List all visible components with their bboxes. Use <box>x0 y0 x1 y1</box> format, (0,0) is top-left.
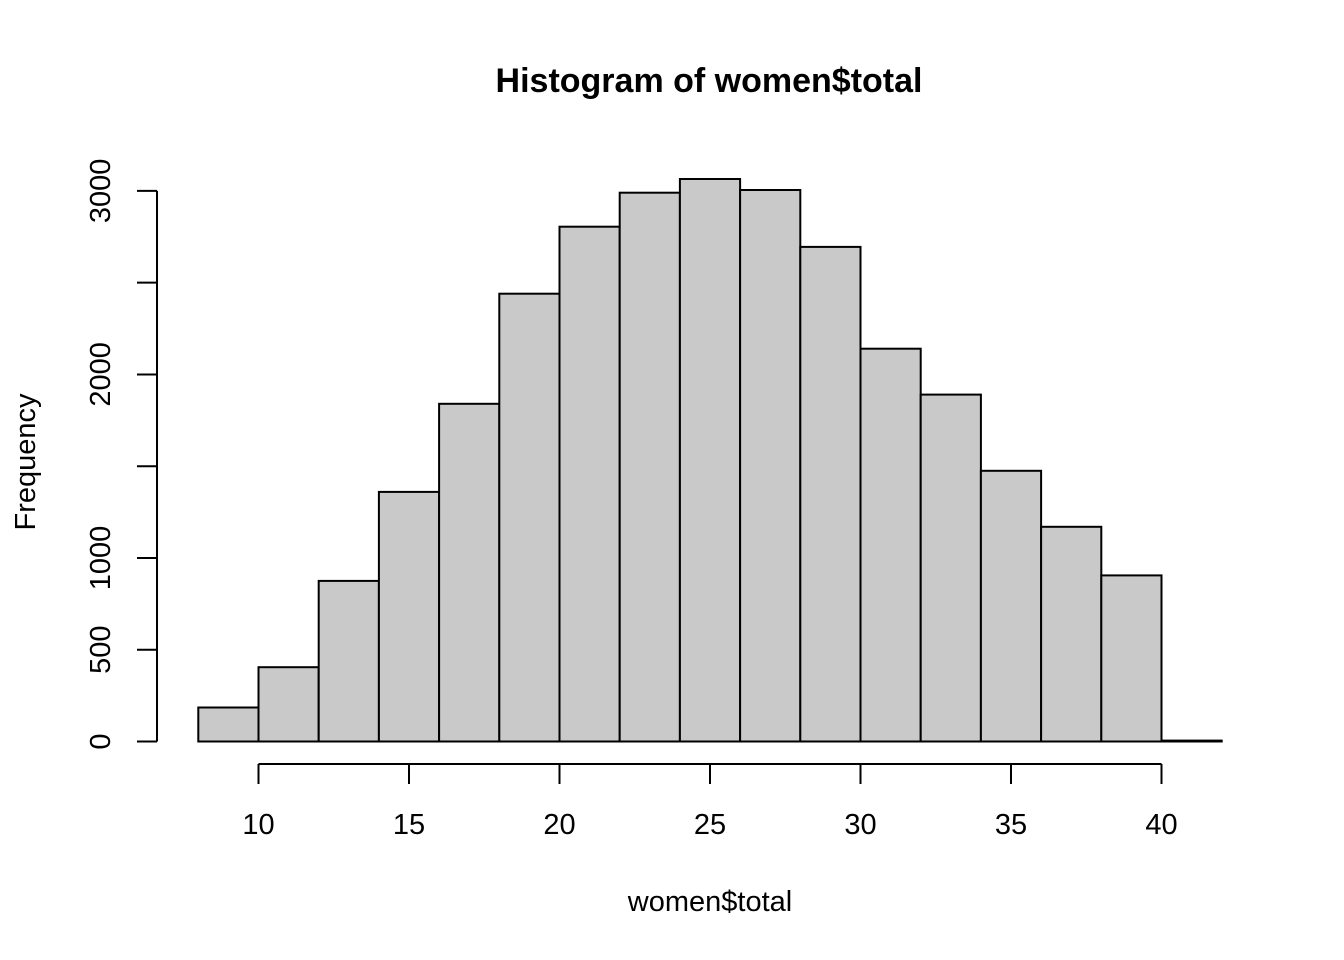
y-axis: 0 500 1000 2000 3000 <box>85 159 158 750</box>
y-tick-label: 1000 <box>85 526 117 591</box>
y-tick-label: 0 <box>85 733 117 749</box>
x-tick-label: 25 <box>694 809 726 841</box>
histogram-bar <box>979 469 1043 743</box>
histogram-bar <box>498 292 561 743</box>
x-axis: 10 15 20 25 30 35 40 <box>242 763 1178 841</box>
histogram-bar <box>197 706 260 743</box>
y-tick-label: 2000 <box>85 342 117 407</box>
x-tick-label: 30 <box>844 809 876 841</box>
histogram-bar <box>257 666 320 743</box>
histogram-bar <box>919 393 982 743</box>
y-axis-label: Frequency <box>10 393 42 531</box>
histogram-bar <box>859 347 922 743</box>
x-tick-label: 15 <box>393 809 425 841</box>
x-tick-label: 40 <box>1145 809 1177 841</box>
histogram-bar <box>739 189 802 743</box>
histogram-bar <box>1100 574 1163 743</box>
x-tick-label: 35 <box>995 809 1027 841</box>
bars-group <box>197 178 1223 743</box>
histogram-bar <box>799 245 862 743</box>
histogram-bar <box>558 225 621 743</box>
histogram-bar <box>317 579 380 743</box>
histogram-bar <box>1040 525 1103 743</box>
x-axis-label: women$total <box>627 886 792 918</box>
histogram-bar <box>377 490 441 743</box>
histogram-bar <box>618 191 681 743</box>
histogram-bar <box>678 178 742 743</box>
histogram-bar <box>438 402 501 743</box>
chart-title: Histogram of women$total <box>496 62 923 100</box>
y-tick-label: 3000 <box>85 159 117 224</box>
x-tick-label: 20 <box>543 809 575 841</box>
y-tick-label: 500 <box>85 626 117 674</box>
histogram-bar <box>1160 739 1223 743</box>
x-tick-label: 10 <box>242 809 274 841</box>
